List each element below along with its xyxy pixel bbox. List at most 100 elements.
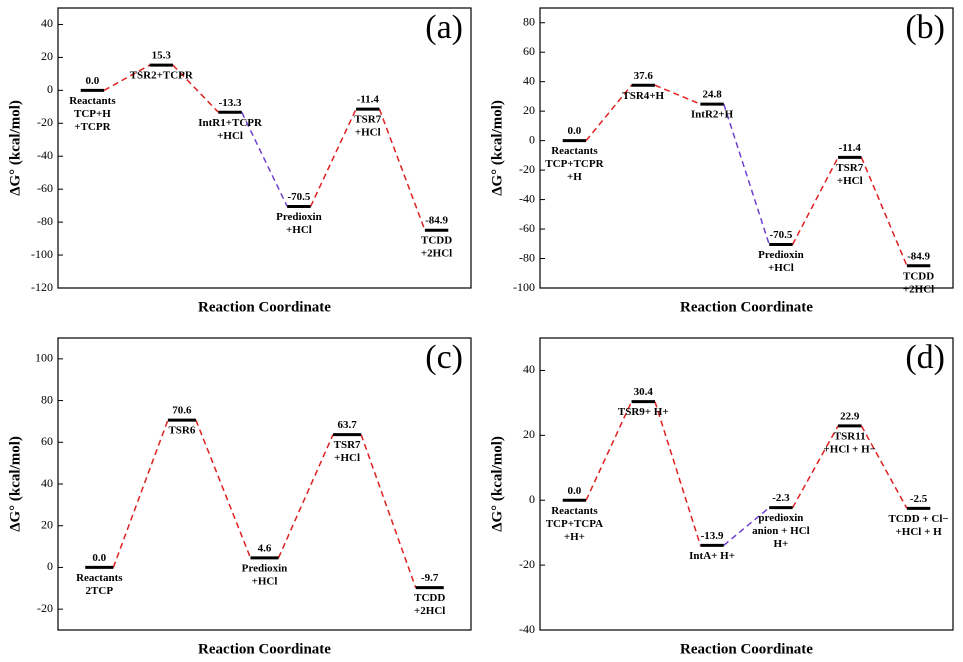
state-label: anion + HCl [752, 525, 810, 537]
state-label: TCDD + Cl− [888, 513, 948, 525]
value-label: -11.4 [839, 142, 862, 154]
connector [793, 426, 838, 508]
x-axis-label: Reaction Coordinate [198, 299, 331, 315]
state-label: +2HCl [903, 283, 934, 295]
y-tick-label: 40 [41, 16, 53, 30]
y-tick-label: 0 [529, 132, 535, 146]
state-label: Predioxin [242, 562, 288, 574]
state-label: TSR7 [354, 114, 381, 126]
state-label: +HCl [355, 127, 381, 139]
value-label: -13.3 [219, 97, 242, 109]
value-label: -70.5 [769, 229, 792, 241]
state-label: +HCl [217, 130, 243, 142]
y-tick-label: -40 [519, 622, 535, 636]
state-label: H+ [774, 538, 789, 550]
y-tick-label: -20 [37, 601, 53, 615]
y-axis-label: ΔG° (kcal/mol) [489, 100, 505, 196]
state-label: Reactants [69, 95, 116, 107]
y-tick-label: 40 [523, 362, 535, 376]
connector [793, 157, 838, 244]
y-tick-label: 0 [47, 559, 53, 573]
panel-label: (d) [905, 339, 945, 376]
y-tick-label: -80 [37, 214, 53, 228]
y-tick-label: -100 [513, 280, 535, 294]
y-tick-label: 0 [529, 492, 535, 506]
value-label: -84.9 [907, 250, 930, 262]
value-label: 37.6 [634, 70, 654, 82]
state-label: Predioxin [276, 211, 322, 223]
y-axis-label: ΔG° (kcal/mol) [7, 436, 23, 532]
state-label: Reactants [551, 145, 598, 157]
value-label: -2.3 [772, 492, 790, 504]
y-tick-label: -60 [519, 221, 535, 235]
value-label: -70.5 [287, 191, 310, 203]
y-tick-label: -20 [37, 115, 53, 129]
state-label: TCDD [421, 235, 452, 247]
state-label: TSR9+ H+ [618, 406, 669, 418]
x-axis-label: Reaction Coordinate [680, 641, 813, 657]
panel-label: (b) [905, 9, 945, 46]
value-label: 0.0 [92, 552, 106, 564]
value-label: 0.0 [86, 75, 100, 87]
x-axis-label: Reaction Coordinate [680, 299, 813, 315]
state-label: IntR2+H [691, 109, 734, 121]
plot-frame [540, 8, 953, 288]
y-tick-label: 60 [41, 434, 53, 448]
y-axis-label: ΔG° (kcal/mol) [7, 100, 23, 196]
value-label: 0.0 [568, 485, 582, 497]
connector [379, 109, 424, 230]
state-label: TSR6 [168, 425, 195, 437]
state-label: Predioxin [758, 249, 804, 261]
y-tick-label: 40 [523, 73, 535, 87]
state-label: +2HCl [414, 605, 445, 617]
state-label: TSR4+H [622, 90, 664, 102]
panel-label: (a) [425, 9, 463, 46]
state-label: TSR7 [334, 439, 361, 451]
value-label: 30.4 [634, 386, 654, 398]
y-tick-label: 40 [41, 476, 53, 490]
y-tick-label: -60 [37, 181, 53, 195]
state-label: +H+ [564, 531, 585, 543]
y-tick-label: -100 [31, 247, 53, 261]
state-label: +HCl + H [896, 526, 943, 538]
connector [113, 420, 168, 567]
value-label: 63.7 [337, 419, 357, 431]
y-tick-label: 60 [523, 44, 535, 58]
state-label: IntR1+TCPR [198, 117, 263, 129]
value-label: 0.0 [568, 125, 582, 137]
y-tick-label: 20 [523, 427, 535, 441]
connector [724, 104, 769, 244]
plot-frame [540, 338, 953, 630]
y-tick-label: 20 [41, 49, 53, 63]
value-label: 22.9 [840, 410, 860, 422]
state-label: +HCl [768, 262, 794, 274]
value-label: 15.3 [152, 50, 172, 62]
value-label: -2.5 [910, 493, 928, 505]
y-axis-label: ΔG° (kcal/mol) [489, 436, 505, 532]
connector [655, 402, 700, 546]
connector [279, 435, 334, 558]
state-label: +TCPR [74, 121, 111, 133]
figure: -120-100-80-60-40-2002040ΔG° (kcal/mol)R… [0, 0, 963, 662]
value-label: -9.7 [421, 572, 439, 584]
connector [861, 157, 906, 265]
state-label: +HCl + H− [824, 443, 876, 455]
state-label: TCDD [414, 592, 445, 604]
y-tick-label: -40 [37, 148, 53, 162]
state-label: +HCl [252, 575, 278, 587]
panel-label: (c) [425, 339, 463, 376]
state-label: Reactants [76, 572, 123, 584]
state-label: +2HCl [421, 248, 452, 260]
state-label: TCP+TCPR [545, 158, 604, 170]
state-label: predioxin [758, 512, 803, 524]
state-label: TCP+H [74, 108, 111, 120]
value-label: 24.8 [702, 89, 722, 101]
value-label: -11.4 [357, 94, 380, 106]
y-tick-label: -20 [519, 162, 535, 176]
value-label: -13.9 [701, 530, 724, 542]
y-tick-label: 100 [35, 351, 53, 365]
y-tick-label: 20 [523, 103, 535, 117]
y-tick-label: 0 [47, 82, 53, 96]
y-tick-label: 80 [523, 14, 535, 28]
state-label: +HCl [286, 224, 312, 236]
